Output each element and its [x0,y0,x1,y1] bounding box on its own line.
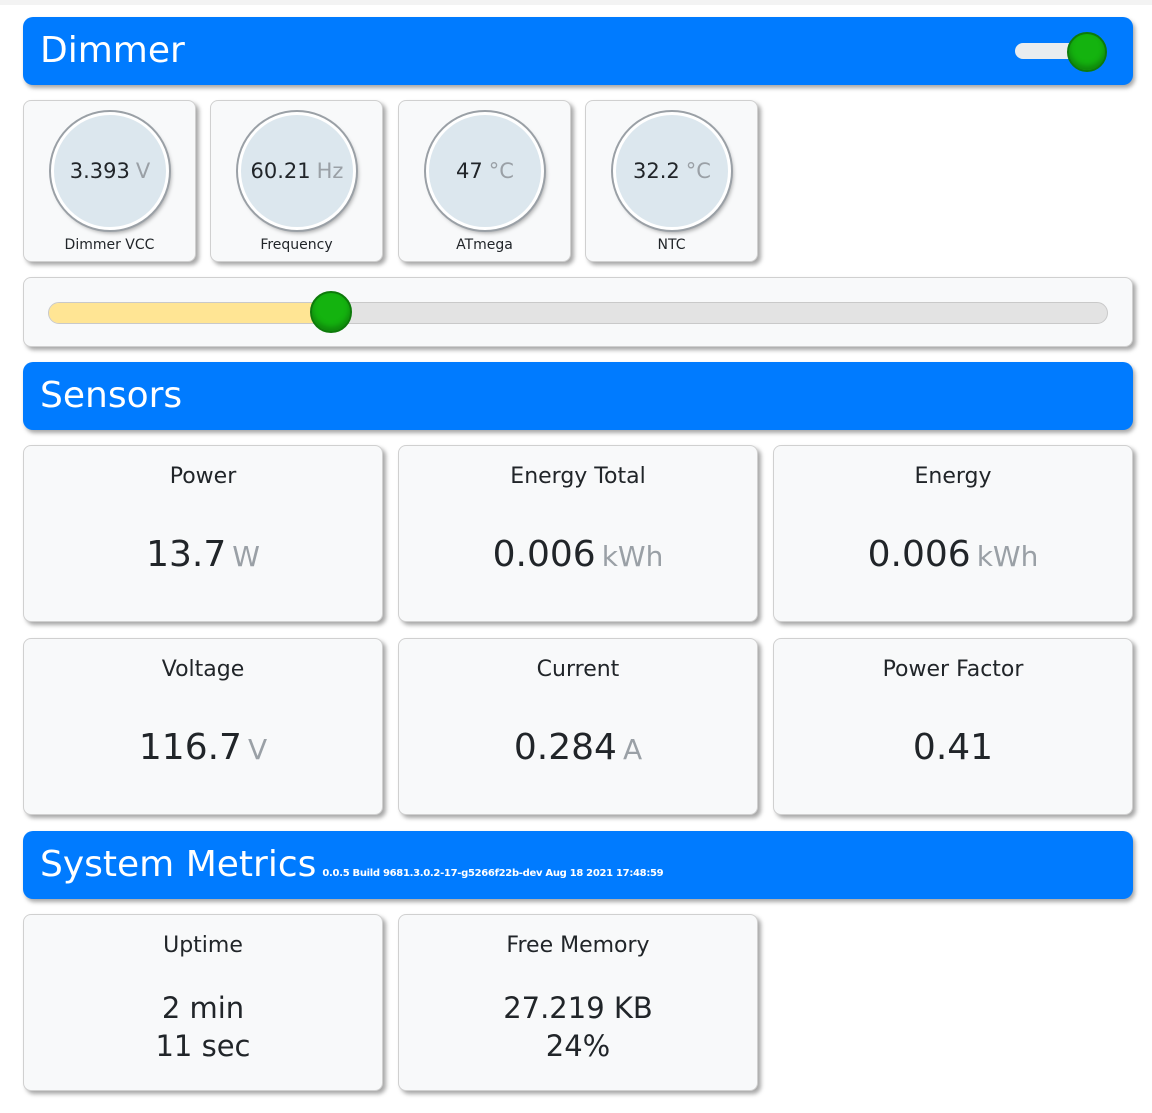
value-unit: A [622,733,643,766]
sensors-title: Sensors [40,375,183,416]
value-unit: V [247,733,268,766]
card-title: Power [169,464,237,489]
card-value: 116.7 V [24,727,382,768]
card-title: Free Memory [506,933,650,958]
uptime-seconds: 11 sec [155,1029,251,1063]
gauge-unit: Hz [316,159,344,183]
card-title: Energy Total [510,464,646,489]
toggle-knob [1067,32,1107,72]
value-unit: W [232,540,260,573]
gauge-unit: °C [685,159,711,183]
slider-fill [49,303,333,323]
gauge-value: 47 [456,159,483,183]
dimmer-title: Dimmer [40,30,185,71]
value-number: 13.7 [146,534,227,575]
ntc-temp-gauge: 32.2 °C [613,112,731,230]
gauge-label: Dimmer VCC [64,237,155,253]
value-unit: kWh [601,540,664,573]
atmega-temp-gauge: 47 °C [426,112,544,230]
card-value: 13.7 W [24,534,382,575]
value-number: 0.006 [867,534,971,575]
gauge-unit: °C [488,159,514,183]
dimmer-header: Dimmer [23,17,1133,85]
system-metrics-title: System Metrics 0.0.5 Build 9681.3.0.2-17-… [40,844,664,885]
power-card: Power 13.7 W [23,445,383,622]
dimmer-level-slider[interactable] [48,302,1108,324]
gauge-value: 32.2 [633,159,680,183]
value-number: 0.284 [513,727,617,768]
gauge-value: 60.21 [250,159,311,183]
current-card: Current 0.284 A [398,638,758,815]
value-number: 116.7 [138,727,242,768]
gauge-value: 3.393 [69,159,130,183]
dimmer-power-toggle[interactable] [1015,32,1109,72]
free-memory-card: Free Memory 27.219 KB 24% [398,914,758,1091]
value-number: 0.006 [492,534,596,575]
value-unit: kWh [976,540,1039,573]
build-version: 0.0.5 Build 9681.3.0.2-17-g5266f22b-dev … [322,868,664,879]
gauge-label: NTC [657,237,686,253]
energy-total-card: Energy Total 0.006 kWh [398,445,758,622]
voltage-card: Voltage 116.7 V [23,638,383,815]
top-edge [0,0,1152,5]
card-value: 0.006 kWh [399,534,757,575]
card-title: Uptime [163,933,243,958]
slider-handle[interactable] [310,291,353,333]
system-title-text: System Metrics [40,844,317,885]
vcc-gauge: 3.393 V [51,112,169,230]
gauge-label: Frequency [260,237,333,253]
card-value: 0.284 A [399,727,757,768]
frequency-gauge: 60.21 Hz [238,112,356,230]
card-title: Current [536,657,620,682]
free-memory-percent: 24% [545,1029,611,1063]
card-title: Voltage [161,657,245,682]
gauge-label: ATmega [456,237,513,253]
sensors-header: Sensors [23,362,1133,430]
gauge-unit: V [135,159,151,183]
power-factor-card: Power Factor 0.41 [773,638,1133,815]
gauge-card-ntc: 32.2 °C NTC [585,100,758,262]
dimmer-level-card [23,277,1133,347]
value-number: 0.41 [912,727,994,768]
system-metrics-header: System Metrics 0.0.5 Build 9681.3.0.2-17-… [23,831,1133,899]
gauge-card-dimmer-vcc: 3.393 V Dimmer VCC [23,100,196,262]
free-memory-kb: 27.219 KB [503,991,653,1025]
gauge-card-atmega: 47 °C ATmega [398,100,571,262]
card-title: Power Factor [882,657,1024,682]
energy-card: Energy 0.006 kWh [773,445,1133,622]
card-value: 0.006 kWh [774,534,1132,575]
card-value: 0.41 [774,727,1132,768]
gauge-card-frequency: 60.21 Hz Frequency [210,100,383,262]
uptime-minutes: 2 min [161,991,245,1025]
card-title: Energy [914,464,992,489]
uptime-card: Uptime 2 min 11 sec [23,914,383,1091]
